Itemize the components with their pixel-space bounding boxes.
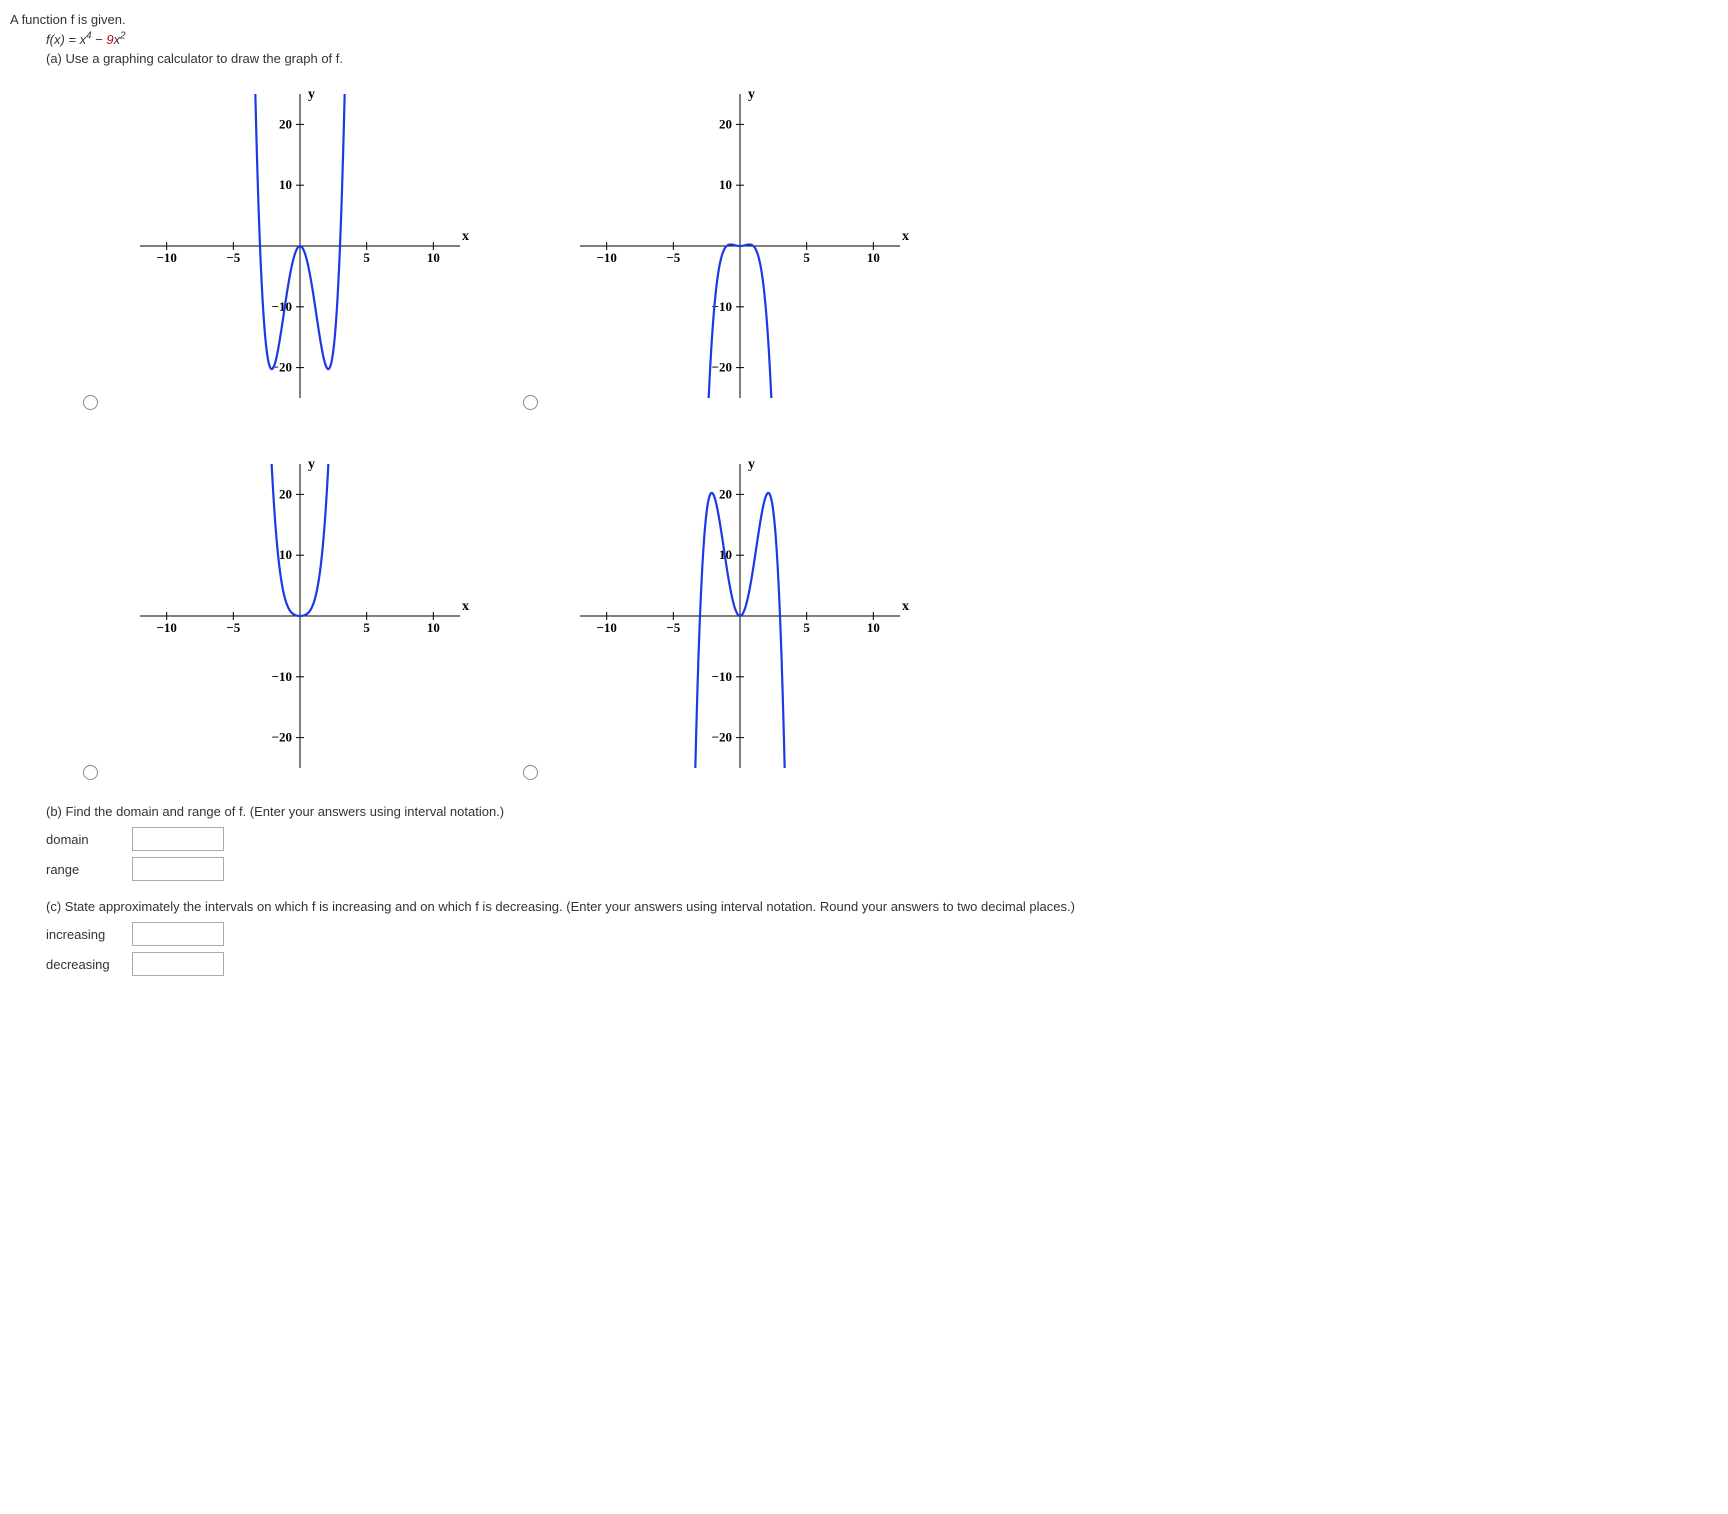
svg-text:10: 10 (427, 250, 440, 265)
svg-text:−5: −5 (226, 250, 240, 265)
part-c-prompt: (c) State approximately the intervals on… (46, 899, 1718, 914)
svg-text:y: y (748, 87, 755, 102)
svg-text:10: 10 (427, 620, 440, 635)
svg-text:x: x (462, 599, 469, 614)
svg-text:10: 10 (279, 178, 292, 193)
range-input[interactable] (132, 857, 224, 881)
svg-text:5: 5 (363, 250, 370, 265)
svg-text:−10: −10 (272, 669, 292, 684)
svg-text:−5: −5 (226, 620, 240, 635)
part-a-prompt: (a) Use a graphing calculator to draw th… (46, 51, 1718, 66)
svg-text:5: 5 (363, 620, 370, 635)
svg-text:x: x (902, 229, 909, 244)
svg-text:y: y (308, 457, 315, 472)
increasing-input[interactable] (132, 922, 224, 946)
svg-text:−10: −10 (712, 669, 732, 684)
svg-text:−10: −10 (156, 250, 176, 265)
svg-text:x: x (902, 599, 909, 614)
intro-text: A function f is given. (10, 12, 126, 27)
svg-text:−10: −10 (596, 250, 616, 265)
svg-text:20: 20 (279, 487, 292, 502)
graph-option-1: −10−5510−20−101020xy (120, 76, 500, 416)
graph-option-2: −10−5510−20−101020xy (560, 76, 940, 416)
svg-text:20: 20 (719, 487, 732, 502)
increasing-label: increasing (46, 927, 118, 942)
function-expression: f(x) = x4 − 9x2 (46, 31, 1718, 47)
problem-intro: A function f is given. (10, 12, 1718, 27)
svg-text:−10: −10 (596, 620, 616, 635)
domain-input[interactable] (132, 827, 224, 851)
svg-text:−20: −20 (712, 360, 732, 375)
svg-text:10: 10 (279, 548, 292, 563)
svg-text:−20: −20 (712, 730, 732, 745)
svg-text:y: y (748, 457, 755, 472)
svg-text:20: 20 (719, 117, 732, 132)
svg-text:−5: −5 (666, 620, 680, 635)
svg-text:y: y (308, 87, 315, 102)
svg-text:−20: −20 (272, 730, 292, 745)
svg-text:−5: −5 (666, 250, 680, 265)
radio-option-1[interactable] (83, 395, 98, 410)
range-label: range (46, 862, 118, 877)
svg-text:x: x (462, 229, 469, 244)
domain-label: domain (46, 832, 118, 847)
graph-option-3: −10 −5 5 10 −20 −10 10 20 x y (120, 446, 500, 786)
svg-text:20: 20 (279, 117, 292, 132)
radio-option-4[interactable] (523, 765, 538, 780)
decreasing-input[interactable] (132, 952, 224, 976)
graph-option-4: −10−5510−20−101020xy (560, 446, 940, 786)
svg-text:5: 5 (803, 620, 810, 635)
svg-text:10: 10 (867, 620, 880, 635)
svg-text:10: 10 (867, 250, 880, 265)
part-b-prompt: (b) Find the domain and range of f. (Ent… (46, 804, 1718, 819)
graph-options-grid: −10 −5 5 10 −20 −10 10 20 x y −10 −5 5 10 −20 −10 10 20 x… (70, 76, 1718, 786)
radio-option-2[interactable] (523, 395, 538, 410)
svg-text:5: 5 (803, 250, 810, 265)
radio-option-3[interactable] (83, 765, 98, 780)
svg-text:−10: −10 (272, 299, 292, 314)
svg-text:10: 10 (719, 178, 732, 193)
decreasing-label: decreasing (46, 957, 118, 972)
svg-text:−10: −10 (156, 620, 176, 635)
